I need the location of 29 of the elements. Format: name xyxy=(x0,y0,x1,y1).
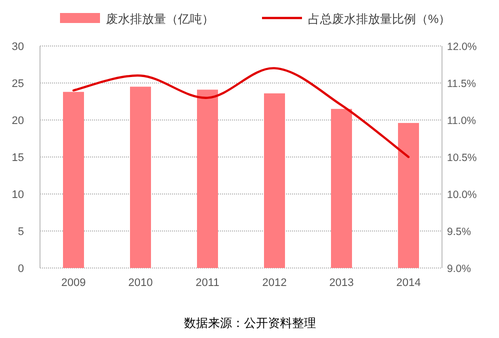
bar xyxy=(398,122,419,268)
legend-label: 占总废水排放量比例（%） xyxy=(308,12,451,26)
bar xyxy=(331,108,352,268)
y-tick-label: 5 xyxy=(18,226,24,238)
x-tick-label: 2011 xyxy=(196,277,220,289)
y2-tick-label: 9.5% xyxy=(447,226,471,238)
y2-tick-label: 12.0% xyxy=(447,41,477,53)
y2-tick-label: 11.0% xyxy=(447,115,476,127)
y-tick-label: 10 xyxy=(12,189,24,201)
y-tick-label: 15 xyxy=(12,152,24,164)
y2-tick-label: 10.5% xyxy=(447,152,477,164)
bar xyxy=(197,90,218,268)
y-tick-label: 20 xyxy=(12,115,24,127)
bar xyxy=(264,93,285,268)
y-tick-label: 30 xyxy=(12,41,24,53)
bar xyxy=(130,86,151,268)
x-tick-label: 2014 xyxy=(396,277,421,289)
x-tick-label: 2009 xyxy=(61,277,86,289)
bar xyxy=(63,92,84,268)
legend-label: 废水排放量（亿吨） xyxy=(106,12,214,26)
y2-tick-label: 10.0% xyxy=(447,189,477,201)
x-tick-label: 2013 xyxy=(329,277,354,289)
x-tick-label: 2012 xyxy=(262,277,287,289)
y2-tick-label: 11.5% xyxy=(447,78,476,90)
y-tick-label: 25 xyxy=(12,78,24,90)
source-note: 数据来源：公开资料整理 xyxy=(184,316,316,330)
x-tick-label: 2010 xyxy=(128,277,153,289)
y-tick-label: 0 xyxy=(18,263,24,275)
y2-tick-label: 9.0% xyxy=(447,263,471,275)
